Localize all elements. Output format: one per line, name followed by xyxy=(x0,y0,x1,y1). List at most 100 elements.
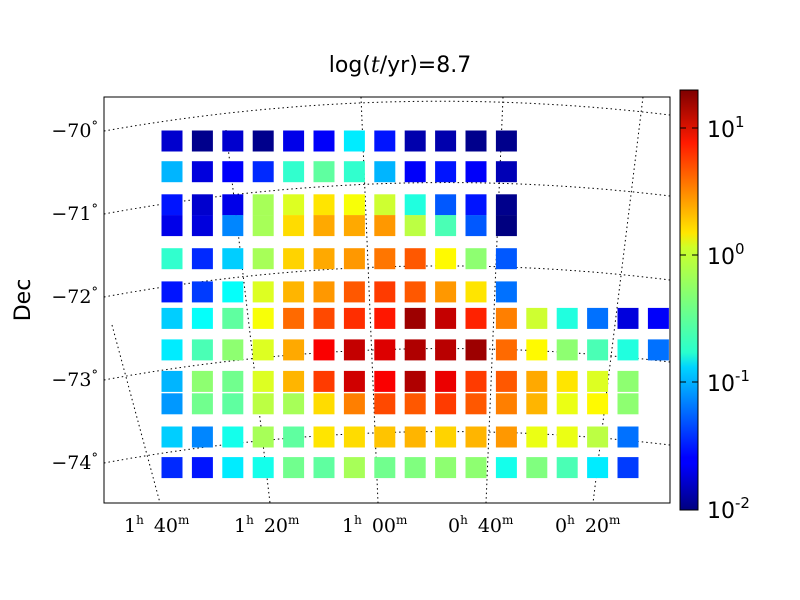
heatmap-cell xyxy=(435,370,457,392)
heatmap-cell xyxy=(587,307,609,329)
heatmap-cell xyxy=(495,339,517,361)
heatmap-cell xyxy=(465,370,487,392)
heatmap-cell xyxy=(374,307,396,329)
heatmap-cell xyxy=(465,194,487,216)
heatmap-cell xyxy=(191,130,213,152)
heatmap-cell xyxy=(465,307,487,329)
heatmap-cell xyxy=(587,426,609,448)
heatmap-cell xyxy=(252,130,274,152)
heatmap-cell xyxy=(435,426,457,448)
heatmap-cell xyxy=(374,370,396,392)
heatmap-cell xyxy=(435,393,457,415)
heatmap-cell xyxy=(465,161,487,183)
heatmap-cell xyxy=(343,393,365,415)
heatmap-cell xyxy=(222,281,244,303)
heatmap-cell xyxy=(313,215,335,237)
heatmap-cell xyxy=(465,393,487,415)
heatmap-cell xyxy=(404,194,426,216)
heatmap-cell xyxy=(283,194,305,216)
heatmap-cell xyxy=(435,339,457,361)
heatmap-cell xyxy=(465,426,487,448)
colorbar: 101 100 10-1 10-2 xyxy=(679,89,750,524)
heatmap-cell xyxy=(404,307,426,329)
heatmap-cell xyxy=(343,130,365,152)
heatmap-cell xyxy=(222,370,244,392)
heatmap-cell xyxy=(222,194,244,216)
heatmap-cell xyxy=(222,457,244,479)
heatmap-cell xyxy=(435,215,457,237)
heatmap-cell xyxy=(343,248,365,270)
heatmap-cell xyxy=(617,339,639,361)
heatmap-cell xyxy=(526,457,548,479)
plot-frame xyxy=(103,96,671,504)
heatmap-cell xyxy=(617,426,639,448)
heatmap-cell xyxy=(191,457,213,479)
heatmap-cell xyxy=(313,130,335,152)
heatmap-cell xyxy=(495,215,517,237)
heatmap-cell xyxy=(161,370,183,392)
heatmap-cell xyxy=(343,339,365,361)
y-axis-label: Dec xyxy=(11,279,36,322)
heatmap-cell xyxy=(374,194,396,216)
heatmap-cell xyxy=(252,215,274,237)
heatmap-cell xyxy=(587,339,609,361)
heatmap-cell xyxy=(587,457,609,479)
y-tick-label: −74° xyxy=(51,451,98,474)
heatmap-cell xyxy=(617,307,639,329)
heatmap-cell xyxy=(222,161,244,183)
heatmap-cell xyxy=(313,370,335,392)
heatmap-cell xyxy=(617,370,639,392)
y-tick-label: −73° xyxy=(51,368,98,391)
heatmap-cell xyxy=(283,370,305,392)
heatmap-cell xyxy=(252,370,274,392)
heatmap-cell xyxy=(161,426,183,448)
heatmap-cell xyxy=(161,339,183,361)
dec-gridline-70 xyxy=(104,100,670,132)
heatmap-cell xyxy=(161,457,183,479)
colorbar-ticks xyxy=(680,127,698,383)
y-tick-label: −72° xyxy=(51,285,98,308)
heatmap-cell xyxy=(587,393,609,415)
heatmap-cell xyxy=(495,370,517,392)
heatmap-cell xyxy=(343,161,365,183)
heatmap-cell xyxy=(283,161,305,183)
x-tick-label: 1h 20m xyxy=(234,513,300,537)
heatmap-cell xyxy=(495,426,517,448)
heatmap-cell xyxy=(161,281,183,303)
colorbar-tick-label: 101 xyxy=(707,113,745,143)
dec-gridline-71 xyxy=(104,182,670,215)
heatmap-cell xyxy=(374,248,396,270)
heatmap-cell xyxy=(495,194,517,216)
heatmap-cell xyxy=(283,339,305,361)
heatmap-cell xyxy=(404,130,426,152)
heatmap-cell xyxy=(283,281,305,303)
heatmap-cell xyxy=(526,370,548,392)
heatmap-cell xyxy=(252,194,274,216)
y-tick-label: −71° xyxy=(51,202,98,225)
y-tick-labels: −70° −71° −72° −73° −74° xyxy=(51,119,98,474)
heatmap-cell xyxy=(222,248,244,270)
heatmap-cell xyxy=(556,457,578,479)
x-tick-label: 1h 00m xyxy=(342,513,408,537)
x-tick-label: 0h 40m xyxy=(448,513,514,537)
heatmap-cell xyxy=(222,426,244,448)
heatmap-cell xyxy=(161,393,183,415)
heatmap-cell xyxy=(374,130,396,152)
heatmap-cell xyxy=(161,161,183,183)
heatmap-cell xyxy=(647,339,669,361)
x-tick-label: 1h 40m xyxy=(124,513,190,537)
heatmap-cell xyxy=(435,281,457,303)
heatmap-cell xyxy=(374,426,396,448)
ra-gridline-0h20m xyxy=(592,97,644,503)
heatmap-cell xyxy=(343,370,365,392)
heatmap-cell xyxy=(404,370,426,392)
heatmap-cell xyxy=(191,248,213,270)
heatmap-cell xyxy=(495,130,517,152)
heatmap-cell xyxy=(556,370,578,392)
heatmap-cell xyxy=(404,161,426,183)
heatmap-cell xyxy=(404,281,426,303)
heatmap-cell xyxy=(252,457,274,479)
heatmap-cell xyxy=(191,370,213,392)
heatmap-cell xyxy=(161,248,183,270)
heatmap-cell xyxy=(404,393,426,415)
